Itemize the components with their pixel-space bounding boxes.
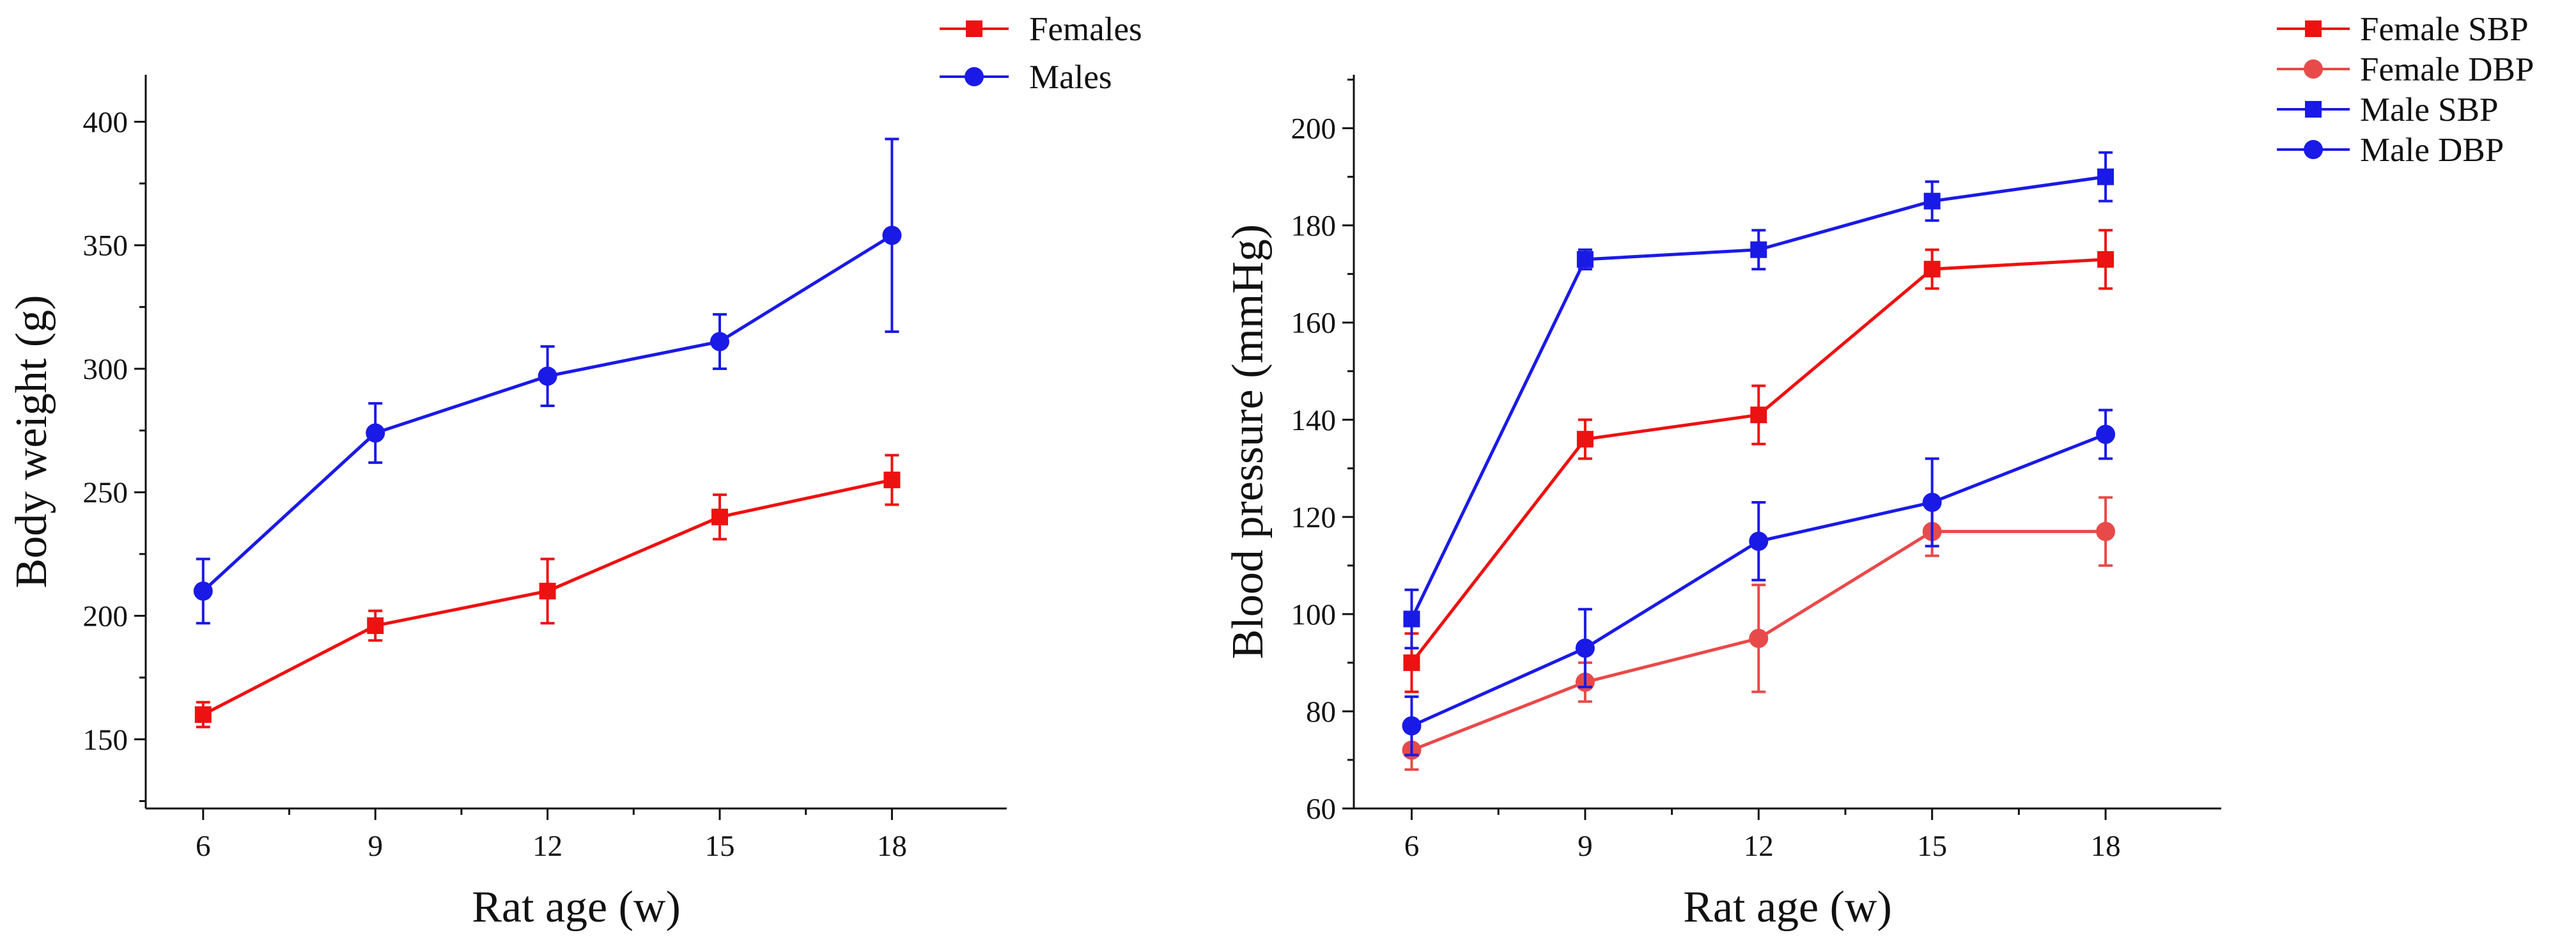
data-point: [710, 332, 729, 352]
y-tick-label: 100: [1291, 598, 1337, 631]
legend-marker: [2305, 20, 2322, 37]
y-tick-label: 140: [1291, 404, 1337, 437]
data-point: [1575, 638, 1595, 658]
legend-marker: [2304, 140, 2323, 159]
data-point: [711, 508, 728, 525]
series-line: [202, 234, 893, 592]
legend: Females Males: [940, 11, 1142, 96]
data-point: [194, 706, 212, 723]
x-tick-label: 12: [1744, 830, 1774, 863]
x-tick-label: 9: [368, 830, 383, 863]
x-tick-label: 15: [1917, 830, 1947, 863]
legend-item: Male SBP: [2277, 91, 2498, 128]
x-tick-label: 6: [196, 830, 211, 863]
legend-item: Female SBP: [2277, 11, 2529, 48]
legend-marker: [2304, 59, 2323, 79]
y-tick-label: 250: [83, 476, 128, 509]
data-point: [367, 617, 384, 634]
y-axis-title: Blood pressure (mmHg): [1223, 224, 1273, 659]
data-point: [882, 226, 902, 245]
data-point: [1750, 406, 1767, 424]
data-point: [883, 471, 901, 488]
legend-item: Female DBP: [2277, 51, 2534, 88]
y-tick-label: 350: [83, 229, 128, 263]
series-male-dbp: [1402, 408, 2116, 757]
data-point: [193, 581, 213, 601]
data-point: [1576, 251, 1594, 268]
series-male-sbp: [1403, 151, 2114, 650]
y-tick-label: 200: [1291, 112, 1337, 146]
data-point: [2096, 522, 2116, 541]
data-point: [1923, 261, 1941, 278]
data-point: [1749, 531, 1769, 551]
legend-item: Male DBP: [2277, 132, 2504, 169]
y-tick-label: 60: [1306, 792, 1336, 826]
y-tick-label: 180: [1291, 210, 1337, 243]
y-tick-label: 150: [83, 723, 128, 757]
chart-panel-1: 150 200 250 300 350 400 6 9 12 15 18 Rat age (w) Bod…: [7, 11, 1142, 932]
legend-label: Female SBP: [2360, 11, 2529, 48]
legend-marker: [965, 67, 984, 86]
legend-label: Male DBP: [2360, 132, 2504, 169]
x-tick-label: 18: [877, 830, 907, 863]
data-point: [1750, 241, 1767, 258]
data-point: [1403, 654, 1420, 671]
legend-label: Males: [1029, 59, 1112, 96]
data-point: [1749, 628, 1769, 648]
data-point: [1576, 431, 1594, 448]
data-point: [366, 423, 385, 443]
series-males: [193, 137, 902, 625]
y-tick-label: 160: [1291, 307, 1337, 340]
data-point: [1922, 493, 1942, 513]
data-point: [2097, 168, 2114, 185]
data-point: [1402, 716, 1422, 736]
x-axis-title: Rat age (w): [472, 883, 681, 932]
data-point: [1923, 192, 1941, 210]
x-tick-label: 6: [1404, 830, 1420, 863]
data-point: [2097, 251, 2114, 268]
y-tick-label: 200: [83, 600, 128, 633]
x-tick-label: 18: [2091, 830, 2121, 863]
y-axis-title: Body weight (g): [7, 295, 56, 589]
y-tick-label: 120: [1291, 501, 1337, 534]
y-tick-label: 80: [1306, 695, 1336, 729]
data-point: [538, 366, 557, 386]
x-tick-label: 12: [532, 830, 563, 863]
y-tick-label: 300: [83, 353, 128, 386]
x-axis-title: Rat age (w): [1683, 883, 1892, 932]
legend-marker: [2305, 101, 2322, 118]
data-point: [2096, 424, 2116, 444]
data-point: [1403, 610, 1420, 628]
legend-label: Male SBP: [2360, 91, 2498, 128]
x-tick-label: 15: [705, 830, 735, 863]
axes: [144, 75, 1007, 810]
legend-label: Female DBP: [2360, 51, 2534, 88]
chart-panel-2: 60 80 100 120 140 160 180 200 6 9 12 15 18 Rat age (w…: [1223, 11, 2534, 932]
data-point: [539, 582, 556, 599]
legend-item: Females: [940, 11, 1142, 48]
y-tick-label: 400: [83, 105, 128, 139]
legend-marker: [966, 20, 982, 37]
x-tick-label: 9: [1578, 830, 1593, 863]
legend-item: Males: [940, 59, 1112, 96]
series-females: [194, 454, 901, 729]
legend-label: Females: [1029, 11, 1142, 48]
